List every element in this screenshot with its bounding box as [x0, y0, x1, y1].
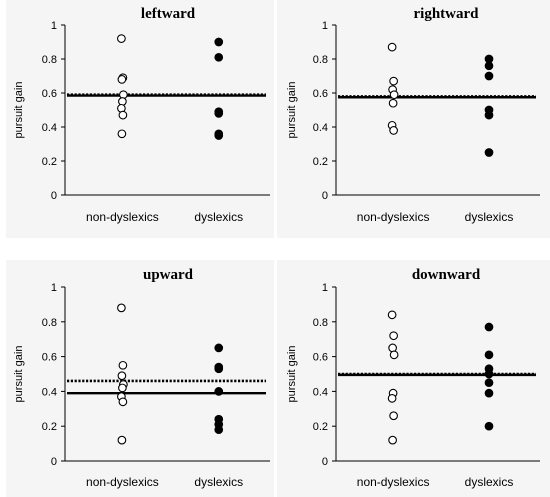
panel-background [6, 260, 274, 497]
y-tick-label: 0.4 [42, 386, 57, 398]
panel-background [277, 260, 550, 497]
y-tick-label: 1 [51, 20, 57, 32]
category-label: dyslexics [194, 475, 243, 489]
non-dyslexic-point [389, 411, 398, 421]
category-label: non-dyslexics [86, 210, 159, 224]
panel-downward: downward pursuit gain 0 0.2 0.4 0.6 0.8 1 non-dy… [277, 260, 550, 497]
category-label: dyslexics [194, 210, 243, 224]
non-dyslexic-point [117, 75, 127, 84]
non-dyslexic-point [117, 371, 127, 381]
y-tick-label: 0.2 [313, 421, 328, 433]
y-tick-label: 0.6 [42, 88, 57, 100]
panel-title: upward [143, 267, 194, 283]
y-tick-label: 1 [51, 282, 57, 294]
non-dyslexic-point [117, 129, 127, 139]
dyslexic-point [484, 369, 494, 379]
y-tick-label: 0.2 [42, 156, 57, 168]
dyslexic-point [484, 378, 494, 388]
non-dyslexic-point [388, 98, 398, 108]
dyslexic-point [484, 61, 494, 71]
y-tick-label: 0 [322, 190, 328, 202]
dyslexic-point [214, 343, 224, 353]
dyslexic-point [484, 110, 494, 120]
panel-rightward: rightward pursuit gain 0 0.2 0.4 0.6 0.8 1 non-d… [277, 0, 550, 238]
panel-background [6, 0, 274, 238]
non-dyslexic-point [387, 42, 397, 52]
y-tick-label: 0.6 [42, 352, 57, 364]
dyslexic-point [484, 388, 494, 398]
y-tick-label: 0.4 [313, 386, 328, 398]
non-dyslexic-point [118, 360, 128, 370]
y-tick-label: 0.2 [313, 156, 328, 168]
y-tick-label: 1 [322, 282, 328, 294]
y-tick-label: 0.4 [42, 122, 57, 134]
y-tick-label: 0.8 [42, 317, 57, 329]
category-label: non-dyslexics [86, 475, 159, 489]
y-tick-label: 0.8 [313, 54, 328, 66]
non-dyslexic-point [389, 76, 398, 86]
non-dyslexic-point [389, 331, 398, 341]
non-dyslexic-point [117, 34, 126, 43]
dyslexic-point [214, 37, 224, 47]
panel-title: leftward [141, 6, 196, 22]
y-axis-label: pursuit gain [286, 346, 298, 403]
non-dyslexic-point [118, 397, 128, 407]
panel-title: downward [412, 267, 481, 283]
dyslexic-point [484, 322, 494, 332]
non-dyslexic-point [117, 435, 127, 445]
y-tick-label: 0.8 [313, 317, 328, 329]
non-dyslexic-point [389, 90, 399, 100]
non-dyslexic-point [387, 394, 397, 403]
non-dyslexic-point [387, 310, 397, 320]
dyslexic-point [214, 425, 224, 435]
y-tick-label: 0.8 [42, 54, 57, 66]
y-axis-label: pursuit gain [13, 82, 25, 139]
non-dyslexic-point [118, 110, 128, 120]
y-tick-label: 0.2 [42, 421, 57, 433]
y-axis-label: pursuit gain [286, 82, 298, 139]
dyslexic-point [214, 52, 224, 62]
panel-leftward: leftward pursuit gain 0 0.2 0.4 0.6 0.8 1 non-dy… [6, 0, 274, 238]
dyslexic-point [484, 148, 494, 157]
y-tick-label: 0 [322, 456, 328, 468]
panel-title: rightward [414, 6, 480, 22]
non-dyslexic-point [118, 383, 127, 393]
dyslexic-point [484, 71, 494, 81]
category-label: non-dyslexics [357, 210, 430, 224]
non-dyslexic-point [388, 435, 397, 445]
y-tick-label: 0 [51, 190, 57, 202]
dyslexic-point [214, 109, 224, 118]
category-label: dyslexics [465, 210, 514, 224]
y-tick-label: 0.6 [313, 352, 328, 364]
y-tick-label: 1 [322, 20, 328, 32]
non-dyslexic-point [388, 343, 397, 353]
panel-upward: upward pursuit gain 0 0.2 0.4 0.6 0.8 1 non-dysl… [6, 260, 274, 497]
y-tick-label: 0.6 [313, 88, 328, 100]
y-axis-label: pursuit gain [13, 346, 25, 403]
non-dyslexic-point [389, 350, 399, 360]
dyslexic-point [214, 364, 224, 374]
y-tick-label: 0.4 [313, 122, 328, 134]
dyslexic-point [214, 387, 224, 396]
panel-background [277, 0, 550, 238]
y-tick-label: 0 [51, 456, 57, 468]
dyslexic-point [484, 350, 494, 360]
non-dyslexic-point [117, 303, 126, 313]
non-dyslexic-point [389, 126, 398, 135]
dyslexic-point [484, 421, 494, 431]
dyslexic-point [214, 131, 224, 140]
category-label: non-dyslexics [357, 475, 430, 489]
category-label: dyslexics [465, 475, 514, 489]
